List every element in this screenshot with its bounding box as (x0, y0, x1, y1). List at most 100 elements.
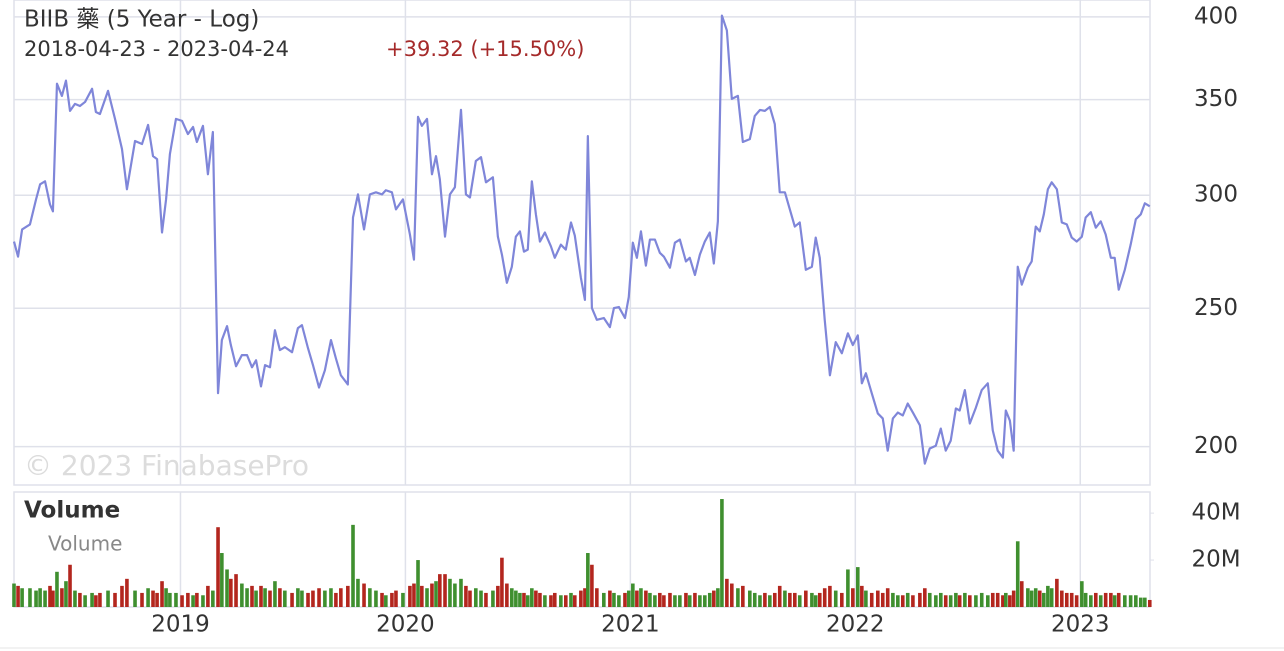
chart-title: BIIB 藥 (5 Year - Log) (24, 7, 259, 33)
volume-bar (840, 592, 844, 607)
volume-bar (869, 592, 874, 607)
volume-bar (1049, 588, 1054, 607)
volume-bar (12, 583, 16, 607)
volume-bar (990, 592, 995, 607)
volume-bar (788, 592, 792, 607)
volume-bar (938, 592, 943, 607)
volume-bar (229, 578, 233, 607)
volume-bar (855, 567, 860, 607)
volume-bar (876, 590, 880, 607)
volume-bar (927, 592, 932, 607)
volume-bar (425, 588, 429, 607)
volume-bar (885, 588, 890, 607)
volume-bar (83, 595, 87, 607)
volume-bar (534, 590, 538, 607)
volume-bar (586, 553, 590, 607)
volume-bar (703, 595, 707, 607)
volume-bar (1055, 578, 1059, 607)
volume-bar (60, 588, 64, 607)
volume-bar (648, 592, 652, 607)
volume-bar (1089, 595, 1093, 607)
volume-bar (1098, 595, 1103, 607)
volume-bar (911, 595, 915, 607)
volume-bar (1147, 599, 1152, 607)
volume-bar (963, 592, 967, 607)
volume-bar (479, 590, 483, 607)
volume-bar (673, 595, 677, 607)
volume-bar (817, 592, 822, 607)
volume-bar (64, 581, 68, 607)
volume-bar (234, 574, 238, 607)
volume-bar (793, 592, 797, 607)
volume-bar (278, 588, 282, 607)
volume-bar (468, 590, 472, 607)
volume-bar (851, 588, 855, 607)
volume-bar (518, 592, 522, 607)
volume-bar (968, 595, 972, 607)
volume-bar (133, 590, 137, 607)
volume-bar (954, 592, 958, 607)
volume-bar (94, 595, 98, 607)
volume-bar (283, 590, 287, 607)
volume-bar (725, 578, 729, 607)
volume-bar (538, 592, 542, 607)
volume-bar (151, 590, 155, 607)
volume-bar (763, 592, 767, 607)
volume-bar (752, 592, 757, 607)
volume-bar (900, 595, 905, 607)
volume-bar (225, 569, 229, 607)
volume-bar (164, 588, 168, 607)
volume-bar (684, 592, 688, 607)
volume-bar (617, 595, 621, 607)
volume-bar (995, 592, 1000, 607)
volume-bar (768, 595, 772, 607)
volume-bar (1123, 595, 1127, 607)
volume-bar (522, 592, 526, 607)
volume-bar (484, 592, 488, 607)
volume-bar (300, 590, 304, 607)
volume-bar (974, 595, 978, 607)
volume-bar (73, 590, 77, 607)
volume-bar (564, 595, 568, 607)
watermark: © 2023 FinabasePro (24, 449, 309, 482)
volume-bar (1001, 595, 1005, 607)
volume-title: Volume (24, 498, 120, 524)
volume-bar (1037, 590, 1042, 607)
volume-bar (934, 595, 938, 607)
volume-bar (329, 588, 333, 607)
price-frame (13, 0, 1151, 486)
volume-bar (923, 588, 927, 607)
volume-bar (356, 578, 360, 607)
volume-bar (1026, 588, 1030, 607)
volume-bar (905, 592, 910, 607)
y-tick-label: 300 (1194, 182, 1238, 208)
volume-bar (323, 590, 327, 607)
x-tick-label: 2023 (1051, 612, 1110, 638)
volume-bar (120, 585, 124, 607)
volume-bar (290, 592, 294, 607)
volume-bar (186, 592, 190, 607)
volume-bar (390, 592, 394, 607)
volume-bar (644, 590, 648, 607)
volume-bar (579, 590, 583, 607)
volume-bar (1011, 590, 1016, 607)
volume-bar (783, 590, 787, 607)
volume-bar (351, 524, 355, 607)
volume-bar (626, 590, 631, 607)
volume-bar (245, 588, 249, 607)
volume-bar (453, 583, 457, 607)
volume-bar (612, 592, 616, 607)
volume-bar (635, 590, 639, 607)
volume-bar (707, 592, 712, 607)
volume-bar (491, 590, 495, 607)
volume-bar (569, 592, 573, 607)
volume-bar (748, 590, 752, 607)
volume-bar (698, 595, 702, 607)
volume-bar (653, 595, 657, 607)
legend-entry: Volume (48, 532, 122, 556)
volume-bar (474, 588, 478, 607)
volume-bar (78, 592, 82, 607)
volume-bar (160, 581, 164, 607)
volume-bar (736, 588, 740, 607)
volume-bar (459, 578, 463, 607)
